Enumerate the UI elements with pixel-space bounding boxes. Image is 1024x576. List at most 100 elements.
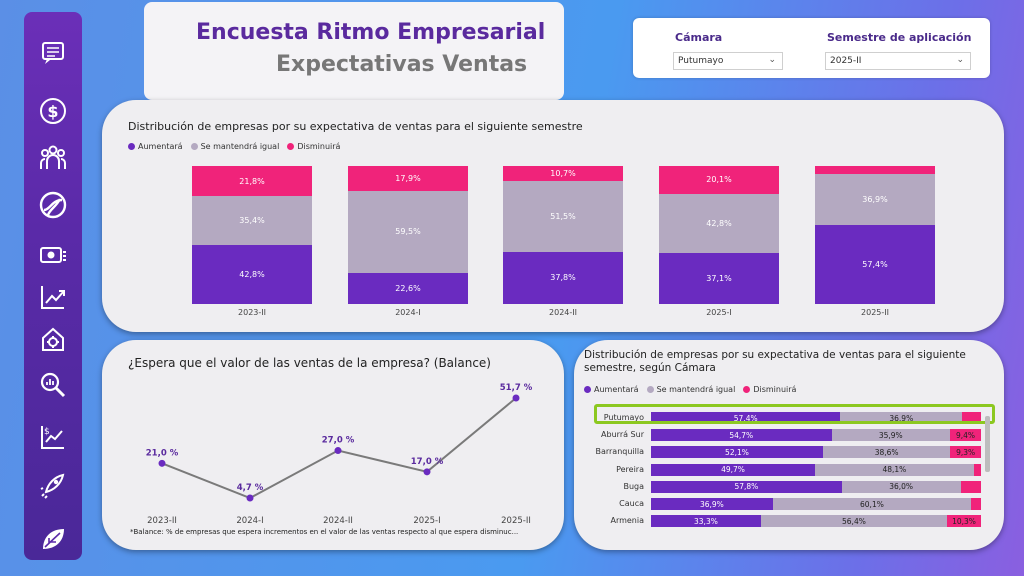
page-title: Encuesta Ritmo Empresarial xyxy=(196,20,546,45)
bar-segment-up[interactable]: 42,8% xyxy=(192,244,312,304)
legend-same-label: Se mantendrá igual xyxy=(200,142,280,151)
line-data-label: 27,0 % xyxy=(322,436,355,446)
camara-row-label: Putumayo xyxy=(603,413,644,422)
line-point[interactable] xyxy=(512,394,520,402)
legend-down-label: Disminuirá xyxy=(297,142,341,151)
semestre-filter-label: Semestre de aplicación xyxy=(827,31,972,44)
line-point[interactable] xyxy=(158,459,166,467)
bar-segment-down[interactable] xyxy=(815,166,935,174)
globe-icon[interactable] xyxy=(38,190,68,220)
dollar-icon[interactable]: $ xyxy=(38,96,68,126)
semestre-dropdown-value: 2025-II xyxy=(830,56,862,66)
people-icon[interactable] xyxy=(38,142,68,172)
hbar-segment-same[interactable]: 35,9% xyxy=(831,429,950,442)
camara-chart-scrollbar[interactable] xyxy=(985,416,990,472)
hbar-segment-up[interactable]: 52,1% xyxy=(651,446,823,459)
hbar-segment-same[interactable]: 36,0% xyxy=(841,480,961,493)
bar-segment-down[interactable]: 20,1% xyxy=(659,166,779,194)
report-icon[interactable] xyxy=(38,38,68,68)
legend-down-dot xyxy=(743,386,751,393)
legend-same: Se mantendrá igual xyxy=(646,385,735,394)
title-card: Encuesta Ritmo Empresarial Expectativas … xyxy=(144,2,564,100)
camara-filter-label: Cámara xyxy=(675,31,723,44)
camara-row-label: Aburrá Sur xyxy=(601,430,644,440)
line-point[interactable] xyxy=(334,447,342,455)
hbar-segment-same[interactable]: 38,6% xyxy=(822,446,951,459)
bar-segment-same[interactable]: 59,5% xyxy=(348,190,468,273)
svg-text:$: $ xyxy=(44,427,50,437)
legend-same-dot xyxy=(190,143,198,150)
legend-down: Disminuirá xyxy=(743,385,796,394)
page-subtitle: Expectativas Ventas xyxy=(276,52,528,77)
line-chart-footnote: *Balance: % de empresas que espera incre… xyxy=(130,528,519,536)
hbar-segment-up[interactable]: 33,3% xyxy=(651,515,761,528)
bar-segment-same[interactable]: 35,4% xyxy=(192,196,312,245)
bar-segment-down[interactable]: 21,8% xyxy=(192,166,312,197)
top-chart-title: Distribución de empresas por su expectat… xyxy=(128,120,583,133)
hbar-segment-same[interactable]: 60,1% xyxy=(772,498,972,510)
x-tick-label: 2023-II xyxy=(238,308,266,317)
semestre-dropdown[interactable]: 2025-II ⌄ xyxy=(825,52,971,70)
bar-segment-up[interactable]: 22,6% xyxy=(348,272,468,304)
line-point[interactable] xyxy=(246,494,254,502)
filter-panel: Cámara Putumayo ⌄ Semestre de aplicación… xyxy=(633,18,990,78)
legend-up: Aumentará xyxy=(584,385,639,394)
hbar-segment-up[interactable]: 54,7% xyxy=(651,429,832,442)
bar-segment-same[interactable]: 42,8% xyxy=(659,193,779,253)
legend-same: Se mantendrá igual xyxy=(190,142,280,151)
sidebar-nav: $ $ xyxy=(24,12,82,560)
chevron-down-icon: ⌄ xyxy=(956,55,964,65)
legend-same-dot xyxy=(646,386,654,393)
line-data-label: 17,0 % xyxy=(411,457,444,467)
hbar-segment-up[interactable]: 36,9% xyxy=(651,498,773,510)
hbar-segment-down[interactable]: 10,3% xyxy=(947,515,981,528)
camara-dropdown[interactable]: Putumayo ⌄ xyxy=(673,52,783,70)
line-data-label: 51,7 % xyxy=(500,383,533,393)
balance-line-chart-panel: ¿Espera que el valor de las ventas de la… xyxy=(102,340,564,550)
selected-row-highlight xyxy=(594,404,995,424)
hbar-segment-same[interactable]: 56,4% xyxy=(760,515,947,528)
camara-chart-title: Distribución de empresas por su expectat… xyxy=(584,349,966,374)
legend-up-label: Aumentará xyxy=(594,385,639,394)
chevron-down-icon: ⌄ xyxy=(768,55,776,65)
leaf-icon[interactable] xyxy=(38,524,68,554)
top-stacked-chart-panel: Distribución de empresas por su expectat… xyxy=(102,100,1004,332)
svg-text:$: $ xyxy=(47,102,58,121)
hbar-segment-down[interactable] xyxy=(971,498,981,510)
legend-up-dot xyxy=(584,386,591,393)
bar-segment-up[interactable]: 57,4% xyxy=(815,224,935,304)
search-chart-icon[interactable] xyxy=(38,370,68,400)
x-tick-label: 2025-I xyxy=(706,308,732,317)
camara-row-label: Pereira xyxy=(616,464,644,474)
x-tick-label: 2024-II xyxy=(549,308,577,317)
camara-row-label: Armenia xyxy=(610,516,644,526)
camara-dropdown-value: Putumayo xyxy=(678,56,724,66)
hbar-segment-down[interactable]: 9,4% xyxy=(949,429,981,442)
x-tick-label: 2023-II xyxy=(147,516,177,526)
bar-segment-up[interactable]: 37,1% xyxy=(659,252,779,304)
trend-line-icon[interactable] xyxy=(38,282,68,312)
gear-house-icon[interactable] xyxy=(38,324,68,354)
hbar-segment-down[interactable] xyxy=(973,463,981,476)
hbar-segment-down[interactable]: 9,3% xyxy=(950,446,981,459)
x-tick-label: 2025-II xyxy=(501,516,531,526)
line-data-label: 4,7 % xyxy=(237,483,264,493)
cash-icon[interactable] xyxy=(38,240,68,270)
rocket-icon[interactable] xyxy=(38,470,68,500)
bar-segment-down[interactable]: 10,7% xyxy=(503,166,623,181)
bar-segment-down[interactable]: 17,9% xyxy=(348,166,468,191)
growth-chart-icon[interactable]: $ xyxy=(38,422,68,452)
bar-segment-same[interactable]: 51,5% xyxy=(503,180,623,252)
hbar-segment-up[interactable]: 49,7% xyxy=(651,463,815,476)
x-tick-label: 2025-I xyxy=(413,516,440,526)
line-chart-title: ¿Espera que el valor de las ventas de la… xyxy=(128,356,491,370)
bar-segment-up[interactable]: 37,8% xyxy=(503,251,623,304)
hbar-segment-up[interactable]: 57,8% xyxy=(651,480,842,493)
line-point[interactable] xyxy=(423,468,431,476)
legend-up-label: Aumentará xyxy=(138,142,183,151)
camara-chart-panel: Distribución de empresas por su expectat… xyxy=(574,340,1004,550)
bar-segment-same[interactable]: 36,9% xyxy=(815,173,935,225)
hbar-segment-down[interactable] xyxy=(960,480,981,493)
legend-down: Disminuirá xyxy=(287,142,340,151)
hbar-segment-same[interactable]: 48,1% xyxy=(815,463,974,476)
